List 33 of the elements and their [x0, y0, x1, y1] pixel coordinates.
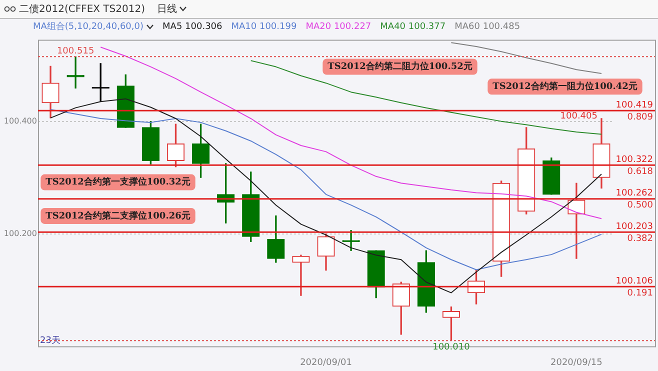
- ref-line-label: 100.419: [616, 100, 654, 110]
- chart-title: 二债2012(CFFEX TS2012): [19, 3, 145, 16]
- ref-line-label: 100.203: [616, 222, 653, 232]
- series-label: MA60 100.485: [454, 22, 520, 32]
- candlestick: [342, 230, 360, 251]
- ref-line-label: 100.515: [56, 46, 94, 57]
- candlestick: [66, 56, 84, 88]
- annotation: 0.809: [627, 112, 654, 122]
- legend-title: MA组合(5,10,20,40,60,0): [33, 20, 144, 33]
- text: MA20 100.227: [306, 22, 372, 32]
- text: MA10 100.199: [231, 22, 297, 32]
- annotation: 100.405: [560, 112, 598, 122]
- annotation: TS2012合约第二支撑位100.26元: [46, 210, 190, 222]
- annotation: 0.500: [627, 200, 654, 211]
- annotation: TS2012合约第二阻力位100.52元: [328, 61, 472, 72]
- ref-line-label: 100.322: [616, 155, 653, 166]
- x-tick-label: 2020/09/01: [300, 358, 352, 368]
- annotation: 0.191: [627, 288, 653, 298]
- ref-line-label: 100.010: [432, 342, 470, 352]
- annotation: 0.382: [627, 234, 653, 244]
- y-tick-label: 100.400: [4, 116, 37, 126]
- y-tick-label: 100.200: [4, 228, 37, 238]
- ref-line-label: 100.262: [616, 188, 653, 199]
- ref-line-label: 100.106: [616, 276, 654, 286]
- annotation: 0.618: [627, 167, 654, 178]
- x-tick-label: 2020/09/15: [550, 358, 602, 368]
- text: MA40 100.377: [380, 22, 446, 32]
- annotation: TS2012合约第一支撑位100.32元: [46, 176, 190, 188]
- candlestick: [292, 254, 310, 296]
- annotation: 23天: [40, 335, 60, 346]
- annotation: TS2012合约第一阻力位100.42元: [492, 81, 638, 92]
- text: MA5 100.306: [162, 22, 222, 32]
- chart-subtitle: 日线: [157, 2, 177, 16]
